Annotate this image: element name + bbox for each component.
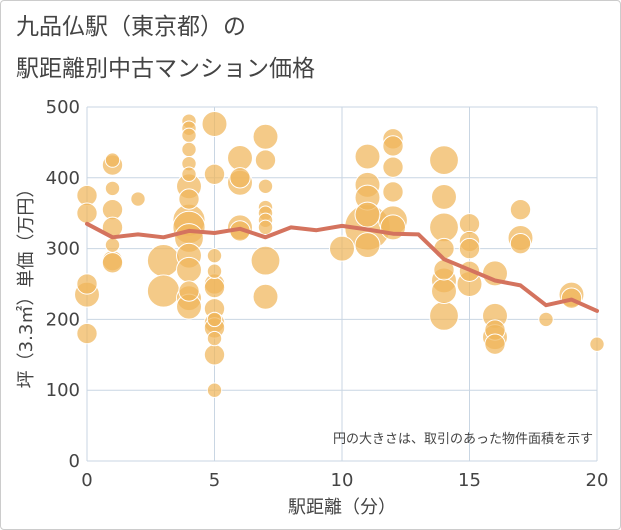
y-tick-label: 300 (46, 239, 80, 260)
bubble-point (104, 152, 121, 168)
bubble-point (254, 149, 277, 171)
bubble-point (206, 263, 223, 279)
bubble-point (382, 135, 404, 157)
y-tick-label: 400 (46, 168, 80, 189)
bubble-point (252, 123, 279, 150)
bubble-point (431, 183, 457, 210)
bubble-point (429, 300, 459, 331)
bubble-point (433, 237, 455, 260)
x-tick-label: 5 (209, 470, 220, 491)
bubble-point (201, 111, 228, 137)
bubble-point (181, 166, 197, 182)
bubble-point (206, 247, 223, 264)
bubble-point (178, 280, 200, 302)
bubble-point (250, 245, 281, 276)
bubble-point (589, 336, 605, 352)
bubble-point (354, 201, 381, 228)
bubble-point (146, 274, 181, 308)
bubble-point (354, 143, 381, 170)
bubble-point (76, 202, 98, 224)
bubble-point (257, 219, 274, 236)
bubble-point (206, 311, 223, 328)
bubble-point (431, 278, 457, 305)
x-axis-ticks: 0 5 10 15 20 (81, 470, 608, 491)
bubble-point (203, 276, 226, 299)
bubble-point (104, 180, 121, 197)
y-tick-label: 200 (46, 309, 80, 330)
bubble-point (329, 235, 355, 262)
bubble-point (354, 232, 381, 259)
bubble-point (229, 167, 251, 189)
y-axis-ticks: 0 100 200 300 400 500 (46, 97, 80, 472)
bubble-point (104, 237, 121, 253)
y-tick-label: 100 (46, 380, 80, 401)
bubble-point (206, 382, 223, 398)
bubble-point (76, 322, 98, 345)
bubble-point (181, 127, 197, 144)
bubble-point (206, 330, 223, 347)
bubble-point (101, 252, 124, 274)
x-tick-label: 20 (586, 470, 609, 491)
bubble-point (178, 188, 200, 210)
bubble-point (146, 244, 181, 278)
bubble-point (227, 145, 253, 171)
bubble-point (203, 344, 226, 366)
bubble-point (429, 212, 459, 243)
y-tick-label: 500 (46, 97, 80, 118)
bubble-point (130, 191, 146, 207)
bubble-point (76, 273, 98, 295)
x-tick-label: 10 (331, 470, 354, 491)
bubble-series (74, 111, 605, 398)
bubble-point (181, 141, 197, 158)
x-tick-label: 0 (81, 470, 92, 491)
bubble-point (176, 256, 202, 283)
y-tick-label: 0 (69, 451, 80, 472)
bubble-point (538, 311, 554, 328)
chart-title-line2: 駅距離別中古マンション価格 (16, 56, 315, 82)
bubble-point (380, 214, 406, 241)
bubble-point (257, 178, 274, 194)
bubble-point (382, 181, 404, 203)
y-axis-title: 坪（3.3㎡）単価（万円） (15, 180, 37, 389)
x-axis-title: 駅距離（分） (288, 497, 396, 518)
bubble-point (382, 156, 404, 178)
bubble-point (252, 283, 279, 310)
bubble-size-note: 円の大きさは、取引のあった物件面積を示す (333, 432, 593, 447)
bubble-point (484, 333, 506, 355)
chart-title-line1: 九品仏駅（東京都）の (16, 14, 246, 40)
average-line-path (85, 221, 599, 313)
bubble-point (509, 232, 532, 255)
x-tick-label: 15 (458, 470, 481, 491)
bubble-point (509, 198, 532, 221)
bubble-point (203, 163, 226, 185)
average-price-line (85, 221, 599, 313)
bubble-point (429, 145, 459, 176)
bubble-point (458, 237, 481, 260)
